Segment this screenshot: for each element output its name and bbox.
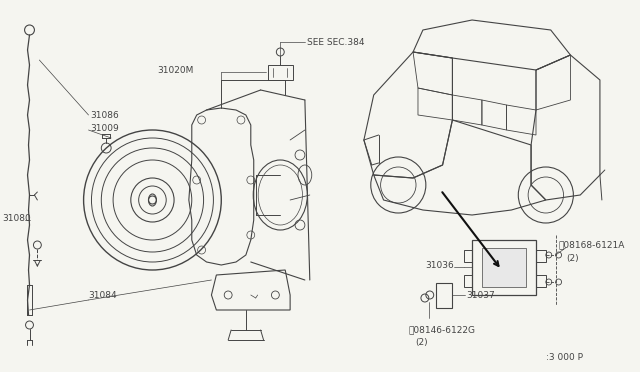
Text: :3 000 P: :3 000 P [546,353,583,362]
Text: 31080: 31080 [2,214,31,222]
Text: 31009: 31009 [90,124,119,132]
Text: 31036: 31036 [425,260,454,269]
Text: 31020M: 31020M [157,65,194,74]
Text: Ⓢ08146-6122G: Ⓢ08146-6122G [408,326,475,334]
Text: Ⓑ08168-6121A: Ⓑ08168-6121A [559,241,625,250]
Polygon shape [482,248,526,287]
Text: SEE SEC.384: SEE SEC.384 [307,38,364,46]
Text: 31084: 31084 [88,291,117,299]
Text: 31037: 31037 [466,291,495,299]
Text: 31086: 31086 [90,110,119,119]
Text: (2): (2) [415,337,428,346]
Text: (2): (2) [566,253,579,263]
